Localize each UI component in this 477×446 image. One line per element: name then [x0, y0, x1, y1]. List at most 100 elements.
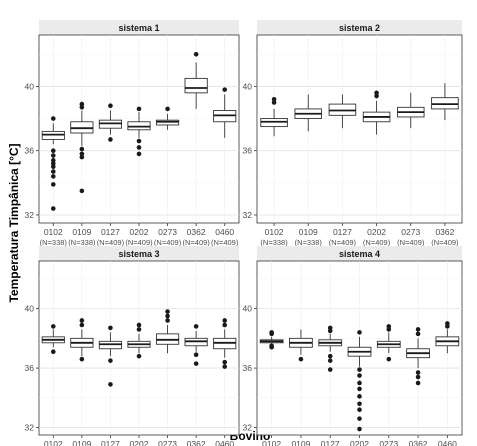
outlier-point	[357, 416, 362, 421]
outlier-point	[386, 356, 392, 362]
box-0460	[435, 321, 460, 354]
outlier-point	[327, 353, 333, 359]
outlier-point	[165, 318, 170, 323]
outlier-point	[136, 151, 142, 157]
outlier-point	[271, 100, 277, 105]
outlier-point	[222, 87, 228, 92]
box-0362	[184, 324, 208, 366]
x-tick-sublabel: (N=409)	[154, 238, 182, 247]
x-tick-label: 0460	[215, 439, 234, 446]
outlier-point	[136, 322, 142, 328]
outlier-point	[357, 386, 362, 392]
y-tick-label: 32	[243, 423, 253, 433]
y-tick-label: 36	[25, 146, 35, 156]
outlier-point	[327, 367, 333, 372]
outlier-point	[269, 344, 274, 350]
y-tick-label: 40	[243, 81, 253, 91]
x-tick-label: 0460	[215, 227, 234, 237]
outlier-point	[108, 382, 113, 387]
outlier-point	[50, 169, 56, 174]
box-0127	[328, 94, 357, 129]
outlier-point	[193, 51, 199, 57]
x-tick-label: 0362	[187, 227, 206, 237]
outlier-point	[415, 327, 421, 332]
outlier-point	[357, 394, 362, 399]
facet-strip	[257, 246, 462, 261]
box-0102	[41, 324, 65, 355]
outlier-point	[79, 188, 85, 194]
outlier-point	[136, 327, 142, 332]
box-0460	[213, 87, 237, 138]
outlier-point	[136, 106, 142, 112]
outlier-point	[193, 361, 199, 366]
box-0362	[406, 327, 430, 386]
outlier-point	[445, 321, 450, 326]
outlier-point	[222, 364, 228, 369]
facet-strip	[257, 20, 462, 35]
outlier-point	[357, 426, 362, 432]
x-tick-label: 0102	[262, 439, 281, 446]
outlier-point	[50, 324, 56, 329]
x-tick-sublabel: (N=338)	[295, 238, 323, 247]
x-tick-sublabel: (N=409)	[125, 238, 153, 247]
y-tick-label: 32	[25, 210, 35, 220]
outlier-point	[136, 353, 142, 359]
box-iqr	[184, 77, 208, 94]
box-0362	[431, 83, 459, 121]
outlier-point	[50, 153, 56, 158]
y-tick-label: 32	[25, 423, 35, 433]
x-tick-label: 0127	[101, 227, 120, 237]
outlier-point	[108, 358, 113, 363]
outlier-point	[415, 370, 421, 375]
box-0127	[98, 103, 123, 142]
box-0102	[259, 330, 284, 350]
x-tick-label: 0202	[367, 227, 386, 237]
outlier-point	[108, 137, 113, 142]
x-tick-sublabel: (N=409)	[97, 238, 125, 247]
x-tick-label: 0202	[350, 439, 369, 446]
outlier-point	[357, 330, 362, 335]
outlier-point	[415, 374, 421, 380]
y-tick-label: 40	[25, 304, 35, 314]
outlier-point	[50, 182, 56, 187]
outlier-point	[136, 145, 142, 150]
facet-title: sistema 4	[339, 249, 380, 259]
facet-panel: sistema 23236400102(N=338)0109(N=338)012…	[243, 20, 463, 247]
x-tick-label: 0273	[379, 439, 398, 446]
outlier-point	[327, 325, 333, 331]
box-0109	[70, 318, 94, 362]
outlier-point	[50, 174, 56, 179]
outlier-point	[415, 331, 421, 337]
box-0273	[155, 309, 180, 354]
facet-strip	[39, 20, 239, 35]
x-tick-label: 0362	[187, 439, 206, 446]
outlier-point	[298, 356, 304, 362]
outlier-point	[415, 380, 421, 386]
outlier-point	[357, 367, 362, 372]
box-0109	[294, 94, 323, 132]
outlier-point	[357, 401, 362, 407]
box-0273	[155, 106, 180, 130]
outlier-point	[50, 161, 56, 166]
outlier-point	[50, 164, 56, 170]
x-tick-label: 0109	[299, 227, 318, 237]
x-tick-label: 0362	[435, 227, 454, 237]
outlier-point	[79, 154, 85, 160]
outlier-point	[50, 116, 56, 121]
x-tick-label: 0202	[130, 439, 149, 446]
x-tick-label: 0202	[130, 227, 149, 237]
outlier-point	[79, 101, 85, 107]
box-0202	[362, 90, 391, 135]
outlier-point	[108, 103, 113, 109]
facet-panels: sistema 13236400102(N=338)0109(N=338)012…	[25, 20, 463, 446]
x-tick-label: 0127	[321, 439, 340, 446]
facet-title: sistema 1	[118, 23, 159, 33]
outlier-point	[327, 358, 333, 363]
box-0127	[318, 325, 343, 372]
x-tick-sublabel: (N=409)	[329, 238, 357, 247]
outlier-point	[374, 90, 379, 96]
facet-title: sistema 2	[339, 23, 380, 33]
facet-panel: sistema 13236400102(N=338)0109(N=338)012…	[25, 20, 240, 247]
x-tick-label: 0109	[291, 439, 310, 446]
x-tick-sublabel: (N=338)	[260, 238, 288, 247]
